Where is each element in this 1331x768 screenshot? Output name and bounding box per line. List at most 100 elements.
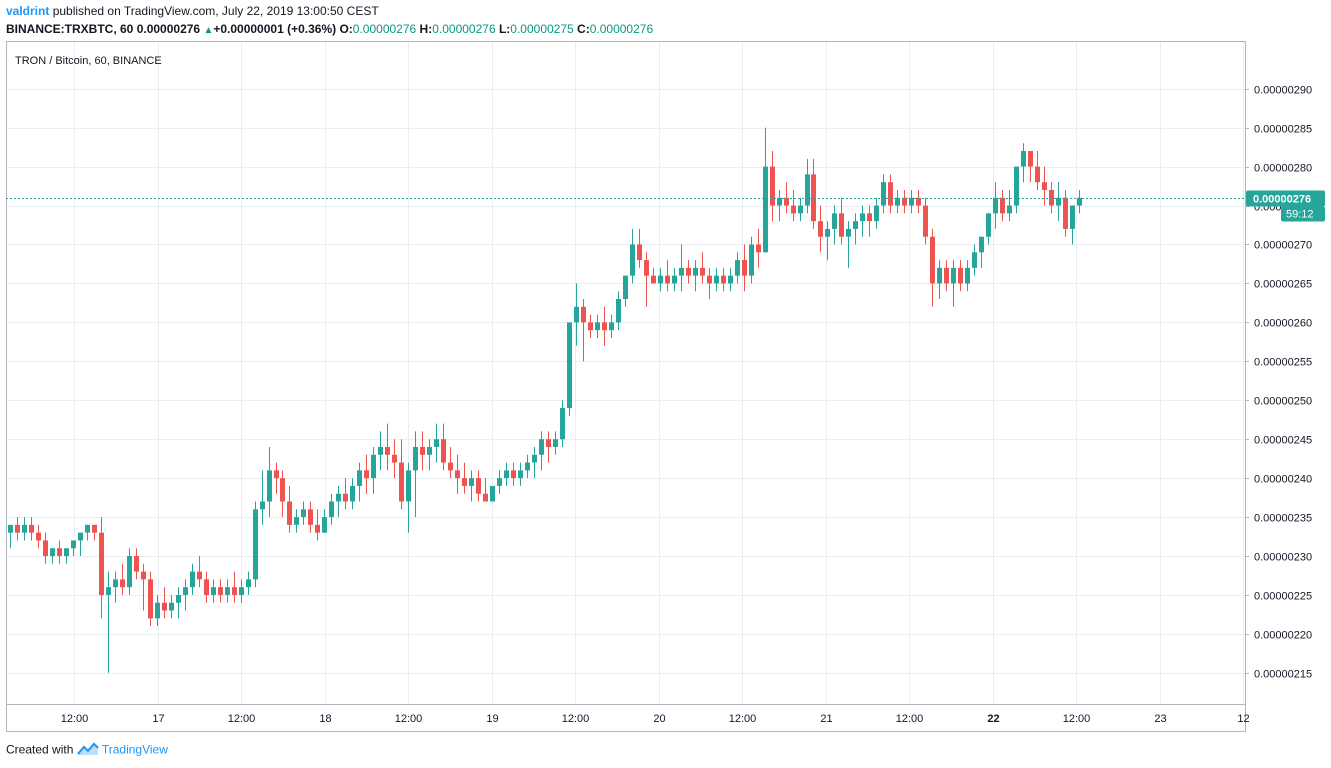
candle[interactable] [274,462,279,494]
candle[interactable] [965,260,970,292]
candle[interactable] [504,462,509,486]
candle[interactable] [308,501,313,533]
candle[interactable] [511,462,516,486]
candle[interactable] [253,501,258,588]
candle[interactable] [888,174,893,214]
candle[interactable] [15,517,20,541]
candle[interactable] [693,260,698,292]
candle[interactable] [280,470,285,518]
candle[interactable] [455,454,460,494]
candle[interactable] [406,462,411,533]
candle[interactable] [979,236,984,268]
candle[interactable] [700,252,705,284]
candle[interactable] [756,228,761,268]
candle[interactable] [315,509,320,541]
candle[interactable] [36,524,41,549]
candle[interactable] [588,314,593,338]
candle[interactable] [8,524,13,549]
candle[interactable] [644,252,649,307]
candle[interactable] [874,197,879,229]
candle[interactable] [420,431,425,471]
candle[interactable] [846,221,851,268]
candle[interactable] [525,454,530,479]
candle[interactable] [141,563,146,611]
candle[interactable] [106,571,111,673]
candle[interactable] [211,579,216,603]
candle[interactable] [735,252,740,284]
candle[interactable] [665,260,670,292]
candle[interactable] [832,205,837,245]
candle[interactable] [71,540,76,557]
candle[interactable] [1042,166,1047,206]
candle[interactable] [434,423,439,463]
candle[interactable] [190,563,195,595]
candle[interactable] [322,509,327,533]
candle[interactable] [839,197,844,245]
candle[interactable] [784,182,789,214]
candle[interactable] [902,189,907,214]
candle[interactable] [399,439,404,510]
candle[interactable] [364,454,369,494]
candle[interactable] [651,267,656,284]
candle[interactable] [1028,151,1033,183]
candle[interactable] [616,291,621,331]
candle[interactable] [232,571,237,603]
candle[interactable] [686,260,691,284]
tradingview-link[interactable]: TradingView [101,742,168,757]
candle[interactable] [581,299,586,362]
candle[interactable] [204,571,209,603]
candle[interactable] [763,127,768,253]
candle[interactable] [225,579,230,603]
candle[interactable] [267,446,272,518]
candle[interactable] [539,431,544,471]
candle[interactable] [148,571,153,627]
candle[interactable] [546,431,551,463]
candle[interactable] [707,267,712,300]
candle[interactable] [29,517,34,541]
candle[interactable] [350,478,355,510]
candle[interactable] [490,485,495,502]
candle[interactable] [483,478,488,502]
candle[interactable] [630,228,635,284]
candle[interactable] [427,439,432,471]
candle[interactable] [336,485,341,518]
candle[interactable] [127,548,132,595]
candle[interactable] [287,485,292,533]
candle[interactable] [853,213,858,245]
author-link[interactable]: valdrint [6,4,50,18]
candle[interactable] [923,197,928,245]
candle[interactable] [385,423,390,471]
candle[interactable] [881,174,886,214]
candle[interactable] [602,306,607,346]
candle[interactable] [1077,189,1082,214]
candle[interactable] [944,260,949,292]
candle[interactable] [43,532,48,564]
candle[interactable] [958,260,963,292]
candle[interactable] [560,400,565,447]
candle[interactable] [246,571,251,595]
candle[interactable] [811,158,816,229]
candle[interactable] [169,594,174,619]
candle[interactable] [441,423,446,471]
candle[interactable] [120,563,125,595]
candle[interactable] [197,556,202,588]
candle[interactable] [567,322,572,416]
candle[interactable] [1000,189,1005,222]
candle[interactable] [909,189,914,214]
candle[interactable] [99,517,104,619]
candle[interactable] [183,579,188,611]
candle[interactable] [595,314,600,338]
candle[interactable] [78,532,83,557]
candle[interactable] [469,470,474,502]
candle[interactable] [791,189,796,222]
candle[interactable] [770,151,775,222]
candle[interactable] [1035,151,1040,190]
candle[interactable] [392,439,397,479]
candle[interactable] [113,571,118,603]
candle[interactable] [532,446,537,479]
candle[interactable] [672,267,677,292]
candle[interactable] [609,314,614,338]
candle[interactable] [798,197,803,222]
candle[interactable] [329,493,334,525]
